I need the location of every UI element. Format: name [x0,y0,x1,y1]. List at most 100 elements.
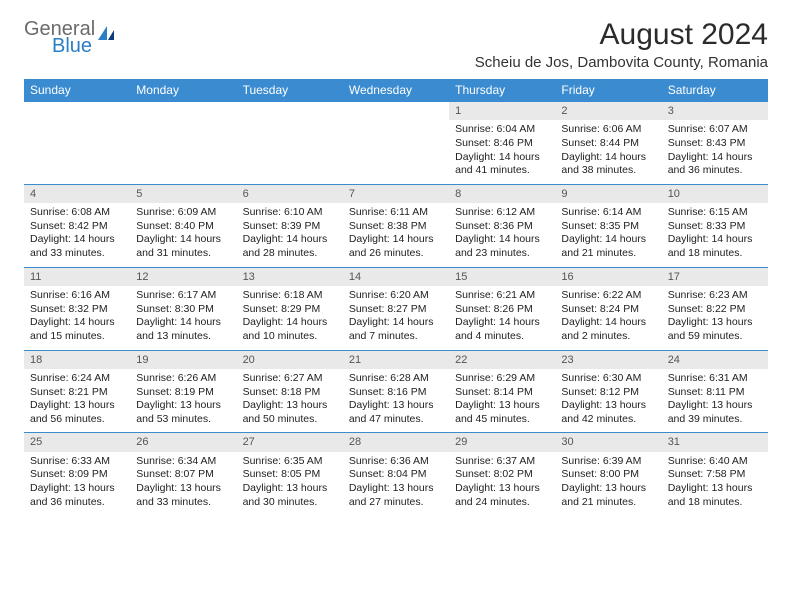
sunrise-text: Sunrise: 6:23 AM [668,289,762,303]
daylight-text-1: Daylight: 13 hours [136,399,230,413]
sunset-text: Sunset: 8:32 PM [30,303,124,317]
day-number: 15 [449,268,555,286]
daylight-text-2: and 36 minutes. [668,164,762,178]
calendar-day-cell: 2Sunrise: 6:06 AMSunset: 8:44 PMDaylight… [555,102,661,185]
day-number: 12 [130,268,236,286]
sunrise-text: Sunrise: 6:08 AM [30,206,124,220]
daylight-text-2: and 59 minutes. [668,330,762,344]
sunset-text: Sunset: 8:22 PM [668,303,762,317]
sunset-text: Sunset: 8:04 PM [349,468,443,482]
day-details: Sunrise: 6:23 AMSunset: 8:22 PMDaylight:… [662,286,768,350]
daylight-text-1: Daylight: 13 hours [561,399,655,413]
sunrise-text: Sunrise: 6:35 AM [243,455,337,469]
daylight-text-2: and 38 minutes. [561,164,655,178]
day-details: Sunrise: 6:33 AMSunset: 8:09 PMDaylight:… [24,452,130,516]
day-number: 22 [449,351,555,369]
calendar-day-cell: 18Sunrise: 6:24 AMSunset: 8:21 PMDayligh… [24,350,130,433]
day-number: 25 [24,433,130,451]
day-details: Sunrise: 6:30 AMSunset: 8:12 PMDaylight:… [555,369,661,433]
calendar-table: SundayMondayTuesdayWednesdayThursdayFrid… [24,79,768,515]
day-number: 4 [24,185,130,203]
daylight-text-2: and 27 minutes. [349,496,443,510]
day-details: Sunrise: 6:26 AMSunset: 8:19 PMDaylight:… [130,369,236,433]
calendar-day-cell: 29Sunrise: 6:37 AMSunset: 8:02 PMDayligh… [449,433,555,515]
calendar-day-cell: 24Sunrise: 6:31 AMSunset: 8:11 PMDayligh… [662,350,768,433]
sunset-text: Sunset: 8:44 PM [561,137,655,151]
month-title: August 2024 [475,18,768,52]
daylight-text-1: Daylight: 13 hours [243,482,337,496]
daylight-text-1: Daylight: 13 hours [668,399,762,413]
day-number: 28 [343,433,449,451]
daylight-text-2: and 47 minutes. [349,413,443,427]
daylight-text-2: and 33 minutes. [30,247,124,261]
day-number: 13 [237,268,343,286]
day-details: Sunrise: 6:21 AMSunset: 8:26 PMDaylight:… [449,286,555,350]
sunset-text: Sunset: 8:11 PM [668,386,762,400]
daylight-text-1: Daylight: 13 hours [243,399,337,413]
sunrise-text: Sunrise: 6:27 AM [243,372,337,386]
day-details: Sunrise: 6:09 AMSunset: 8:40 PMDaylight:… [130,203,236,267]
sunset-text: Sunset: 8:38 PM [349,220,443,234]
daylight-text-2: and 4 minutes. [455,330,549,344]
sunrise-text: Sunrise: 6:15 AM [668,206,762,220]
daylight-text-1: Daylight: 13 hours [349,399,443,413]
daylight-text-2: and 42 minutes. [561,413,655,427]
daylight-text-2: and 18 minutes. [668,247,762,261]
day-details: Sunrise: 6:28 AMSunset: 8:16 PMDaylight:… [343,369,449,433]
daylight-text-1: Daylight: 14 hours [561,151,655,165]
day-number: 24 [662,351,768,369]
day-number: 6 [237,185,343,203]
daylight-text-1: Daylight: 13 hours [561,482,655,496]
dow-header: Friday [555,79,661,102]
calendar-day-cell: 9Sunrise: 6:14 AMSunset: 8:35 PMDaylight… [555,184,661,267]
dow-header: Monday [130,79,236,102]
dow-header-row: SundayMondayTuesdayWednesdayThursdayFrid… [24,79,768,102]
calendar-day-cell: 8Sunrise: 6:12 AMSunset: 8:36 PMDaylight… [449,184,555,267]
sunrise-text: Sunrise: 6:14 AM [561,206,655,220]
day-number: 14 [343,268,449,286]
calendar-day-cell: 10Sunrise: 6:15 AMSunset: 8:33 PMDayligh… [662,184,768,267]
daylight-text-1: Daylight: 13 hours [30,482,124,496]
sunset-text: Sunset: 8:35 PM [561,220,655,234]
sunset-text: Sunset: 8:16 PM [349,386,443,400]
calendar-day-cell: ..... [343,102,449,185]
daylight-text-1: Daylight: 14 hours [455,316,549,330]
day-number: 23 [555,351,661,369]
day-details: Sunrise: 6:27 AMSunset: 8:18 PMDaylight:… [237,369,343,433]
daylight-text-1: Daylight: 13 hours [455,399,549,413]
daylight-text-1: Daylight: 14 hours [668,151,762,165]
calendar-day-cell: 1Sunrise: 6:04 AMSunset: 8:46 PMDaylight… [449,102,555,185]
sunset-text: Sunset: 8:43 PM [668,137,762,151]
daylight-text-1: Daylight: 13 hours [668,482,762,496]
day-details: Sunrise: 6:11 AMSunset: 8:38 PMDaylight:… [343,203,449,267]
sunset-text: Sunset: 8:02 PM [455,468,549,482]
daylight-text-1: Daylight: 14 hours [30,233,124,247]
calendar-day-cell: 4Sunrise: 6:08 AMSunset: 8:42 PMDaylight… [24,184,130,267]
day-number: 26 [130,433,236,451]
day-number: 27 [237,433,343,451]
sunset-text: Sunset: 8:12 PM [561,386,655,400]
day-details: Sunrise: 6:29 AMSunset: 8:14 PMDaylight:… [449,369,555,433]
calendar-day-cell: 13Sunrise: 6:18 AMSunset: 8:29 PMDayligh… [237,267,343,350]
location-label: Scheiu de Jos, Dambovita County, Romania [475,54,768,71]
sunrise-text: Sunrise: 6:29 AM [455,372,549,386]
daylight-text-2: and 45 minutes. [455,413,549,427]
day-details: Sunrise: 6:08 AMSunset: 8:42 PMDaylight:… [24,203,130,267]
sunrise-text: Sunrise: 6:37 AM [455,455,549,469]
sunrise-text: Sunrise: 6:22 AM [561,289,655,303]
day-details: Sunrise: 6:31 AMSunset: 8:11 PMDaylight:… [662,369,768,433]
daylight-text-2: and 24 minutes. [455,496,549,510]
sunrise-text: Sunrise: 6:21 AM [455,289,549,303]
logo: GeneralBlue [24,18,117,58]
calendar-day-cell: 21Sunrise: 6:28 AMSunset: 8:16 PMDayligh… [343,350,449,433]
day-details: Sunrise: 6:04 AMSunset: 8:46 PMDaylight:… [449,120,555,184]
logo-sail-icon [97,25,117,41]
day-details: Sunrise: 6:18 AMSunset: 8:29 PMDaylight:… [237,286,343,350]
day-details: Sunrise: 6:16 AMSunset: 8:32 PMDaylight:… [24,286,130,350]
calendar-day-cell: 23Sunrise: 6:30 AMSunset: 8:12 PMDayligh… [555,350,661,433]
calendar-week-row: 25Sunrise: 6:33 AMSunset: 8:09 PMDayligh… [24,433,768,515]
day-number: 21 [343,351,449,369]
sunset-text: Sunset: 8:19 PM [136,386,230,400]
calendar-day-cell: 12Sunrise: 6:17 AMSunset: 8:30 PMDayligh… [130,267,236,350]
day-number: 11 [24,268,130,286]
